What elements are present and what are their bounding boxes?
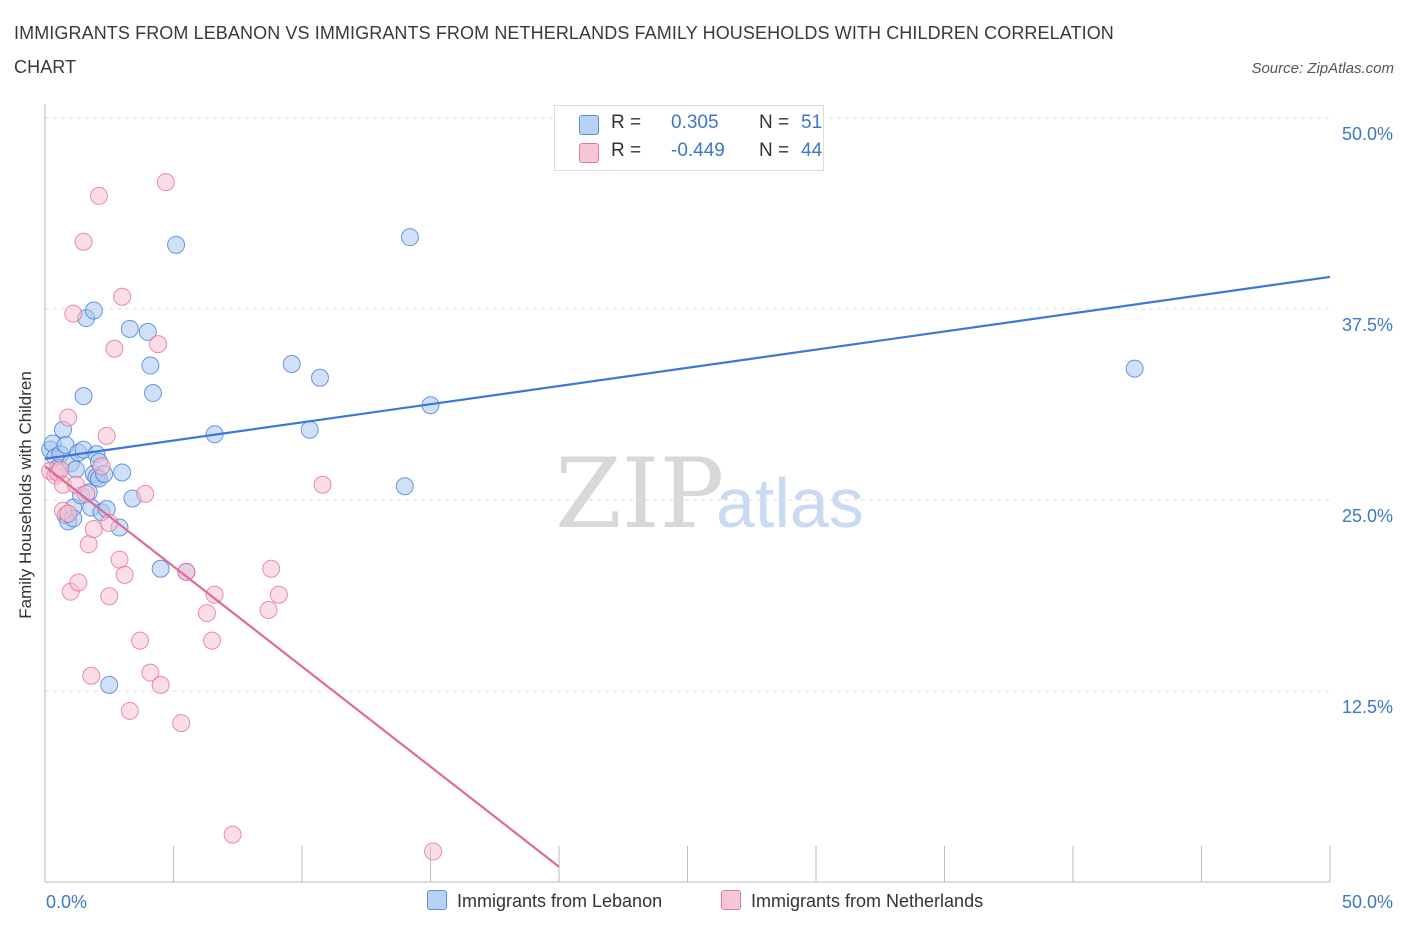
data-point bbox=[172, 714, 191, 733]
bottom-legend-swatch-netherlands bbox=[721, 890, 741, 910]
data-point bbox=[51, 460, 70, 479]
bottom-legend-label-netherlands: Immigrants from Netherlands bbox=[751, 891, 984, 911]
data-point bbox=[197, 604, 216, 623]
data-point bbox=[97, 426, 116, 445]
data-point bbox=[141, 663, 160, 682]
data-point bbox=[282, 355, 301, 374]
series-lebanon bbox=[41, 228, 1144, 694]
data-point bbox=[136, 484, 155, 503]
legend-r-label: R = bbox=[611, 140, 642, 161]
data-point bbox=[69, 573, 88, 592]
y-tick-label: 37.5% bbox=[1342, 315, 1393, 335]
data-point bbox=[138, 322, 157, 341]
series-netherlands bbox=[41, 173, 443, 861]
data-point bbox=[203, 631, 222, 650]
data-point bbox=[1125, 359, 1144, 378]
data-point bbox=[100, 675, 119, 694]
data-point bbox=[110, 550, 129, 569]
legend-r-label: R = bbox=[611, 112, 642, 133]
data-point bbox=[151, 559, 170, 578]
data-point bbox=[400, 228, 419, 247]
data-point bbox=[84, 301, 103, 320]
data-point bbox=[143, 384, 162, 403]
y-tick-label: 12.5% bbox=[1342, 697, 1393, 717]
data-point bbox=[259, 601, 278, 620]
trend-line-netherlands bbox=[44, 465, 560, 868]
data-point bbox=[59, 408, 78, 427]
data-point bbox=[223, 825, 242, 844]
x-tick-label: 0.0% bbox=[46, 892, 87, 912]
data-point bbox=[77, 484, 96, 503]
legend-r-value: 0.305 bbox=[671, 112, 719, 133]
data-point bbox=[74, 387, 93, 406]
legend-n-value: 51 bbox=[801, 112, 823, 133]
data-point bbox=[84, 520, 103, 539]
data-point bbox=[177, 562, 196, 581]
bottom-legend-label-lebanon: Immigrants from Lebanon bbox=[457, 891, 663, 911]
x-tick-label: 50.0% bbox=[1342, 892, 1393, 912]
data-point bbox=[262, 559, 281, 578]
data-point bbox=[149, 335, 168, 354]
data-point bbox=[313, 475, 332, 494]
legend-r-value: -0.449 bbox=[671, 140, 725, 161]
bottom-legend-swatch-lebanon bbox=[427, 890, 447, 910]
bottom-legend-lebanon: Immigrants from Lebanon bbox=[427, 890, 662, 916]
data-point bbox=[141, 356, 160, 375]
legend-swatch-netherlands bbox=[579, 143, 599, 163]
source-credit: Source: ZipAtlas.com bbox=[1251, 60, 1394, 77]
data-point bbox=[310, 368, 329, 387]
legend-n-label: N = bbox=[759, 112, 790, 133]
data-point bbox=[92, 457, 111, 476]
data-point bbox=[120, 701, 139, 720]
data-point bbox=[66, 460, 85, 479]
data-point bbox=[100, 587, 119, 606]
data-point bbox=[131, 631, 150, 650]
data-point bbox=[79, 535, 98, 554]
legend-swatch-lebanon bbox=[579, 115, 599, 135]
data-point bbox=[105, 339, 124, 358]
data-point bbox=[151, 675, 170, 694]
data-point bbox=[300, 420, 319, 439]
data-point bbox=[64, 304, 83, 323]
data-point bbox=[59, 504, 78, 523]
data-point bbox=[120, 319, 139, 338]
data-point bbox=[395, 477, 414, 496]
watermark-atlas: atlas bbox=[716, 464, 864, 542]
data-point bbox=[82, 666, 101, 685]
y-tick-label: 25.0% bbox=[1342, 506, 1393, 526]
stats-legend: R = 0.305 N = 51 R = -0.449 N = 44 bbox=[554, 105, 824, 171]
legend-n-value: 44 bbox=[801, 140, 823, 161]
data-point bbox=[89, 186, 108, 205]
data-point bbox=[113, 463, 132, 482]
bottom-legend-netherlands: Immigrants from Netherlands bbox=[721, 890, 983, 916]
data-point bbox=[156, 173, 175, 192]
data-point bbox=[115, 565, 134, 584]
data-point bbox=[74, 232, 93, 251]
data-point bbox=[424, 842, 443, 861]
chart-title: IMMIGRANTS FROM LEBANON VS IMMIGRANTS FR… bbox=[14, 23, 1114, 77]
watermark-zip: ZIP bbox=[555, 438, 724, 550]
data-point bbox=[167, 235, 186, 254]
legend-n-label: N = bbox=[759, 140, 790, 161]
data-point bbox=[205, 585, 224, 604]
y-tick-label: 50.0% bbox=[1342, 124, 1393, 144]
data-point bbox=[269, 585, 288, 604]
trend-line-lebanon bbox=[44, 275, 1331, 460]
data-point bbox=[113, 287, 132, 306]
